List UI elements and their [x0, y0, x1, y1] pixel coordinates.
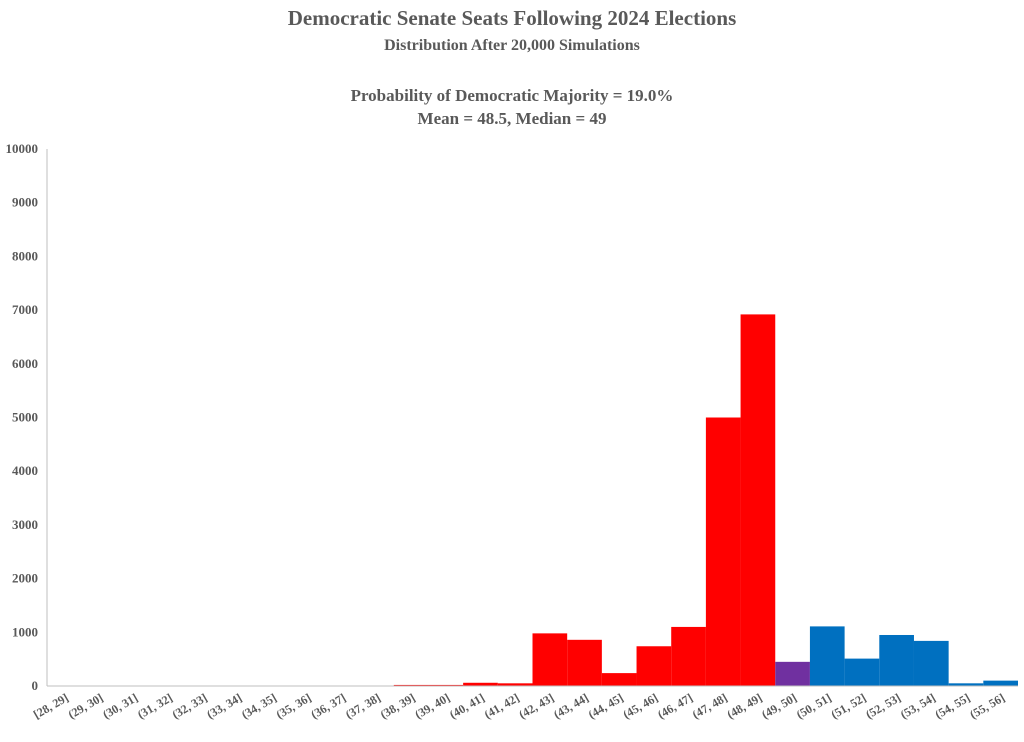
- bar: [844, 658, 880, 686]
- x-tick-label: (43, 44]: [551, 690, 591, 721]
- x-tick-label: (54, 55]: [933, 690, 973, 721]
- y-axis: 0 1000 2000 3000 4000 5000 6000 7000 8000 9000 100…: [6, 141, 39, 693]
- x-tick-label: (41, 42]: [482, 690, 522, 721]
- x-tick-label: (34, 35]: [239, 690, 279, 721]
- x-tick-label: (31, 32]: [135, 690, 175, 721]
- x-tick-label: (29, 30]: [66, 690, 106, 721]
- x-tick-label: (39, 40]: [412, 690, 452, 721]
- chart-subtitle: Distribution After 20,000 Simulations: [384, 37, 640, 54]
- bar: [705, 417, 741, 686]
- y-tick-label: 2000: [12, 571, 38, 586]
- annotation-mean-median: Mean = 48.5, Median = 49: [417, 109, 607, 128]
- x-tick-label: (42, 43]: [516, 690, 556, 721]
- bars: [393, 314, 1018, 686]
- bar: [463, 682, 498, 686]
- y-tick-label: 10000: [6, 141, 39, 156]
- x-tick-label: (40, 41]: [447, 690, 487, 721]
- bar: [428, 684, 464, 686]
- bar: [393, 684, 429, 686]
- annotation-majority-probability: Probability of Democratic Majority = 19.…: [350, 86, 674, 105]
- bar: [532, 633, 568, 686]
- bar: [671, 626, 706, 686]
- y-tick-label: 9000: [12, 195, 38, 210]
- y-tick-label: 4000: [12, 463, 38, 478]
- x-tick-label: (36, 37]: [308, 690, 348, 721]
- y-tick-label: 6000: [12, 356, 38, 371]
- x-tick-label: (52, 53]: [863, 690, 903, 721]
- x-tick-label: (33, 34]: [204, 690, 244, 721]
- x-tick-label: (47, 48]: [690, 690, 730, 721]
- x-tick-label: (55, 56]: [967, 690, 1007, 721]
- x-tick-label: (49, 50]: [759, 690, 799, 721]
- x-tick-label: (32, 33]: [170, 690, 210, 721]
- bar: [948, 683, 984, 686]
- bar: [913, 640, 949, 686]
- bar: [983, 680, 1018, 686]
- chart-title: Democratic Senate Seats Following 2024 E…: [287, 6, 737, 30]
- bar: [809, 626, 845, 686]
- bar: [775, 661, 810, 686]
- x-tick-label: (38, 39]: [378, 690, 418, 721]
- x-tick-label: (44, 45]: [586, 690, 626, 721]
- y-tick-label: 7000: [12, 302, 38, 317]
- x-tick-label: (37, 38]: [343, 690, 383, 721]
- bar: [601, 673, 637, 686]
- bar: [567, 639, 602, 686]
- x-tick-label: [28, 29]: [31, 690, 71, 721]
- bar: [879, 634, 914, 686]
- y-tick-label: 5000: [12, 410, 38, 425]
- y-tick-label: 3000: [12, 517, 38, 532]
- x-tick-label: (45, 46]: [620, 690, 660, 721]
- y-tick-label: 1000: [12, 624, 38, 639]
- bar: [636, 646, 672, 686]
- bar: [497, 683, 533, 686]
- x-axis: [28, 29](29, 30](30, 31](31, 32](32, 33]…: [31, 690, 1007, 721]
- x-tick-label: (30, 31]: [100, 690, 140, 721]
- x-tick-label: (51, 52]: [829, 690, 869, 721]
- x-tick-label: (46, 47]: [655, 690, 695, 721]
- x-tick-label: (35, 36]: [274, 690, 314, 721]
- x-tick-label: (50, 51]: [794, 690, 834, 721]
- bar: [740, 314, 776, 686]
- x-tick-label: (48, 49]: [725, 690, 765, 721]
- x-tick-label: (53, 54]: [898, 690, 938, 721]
- y-tick-label: 8000: [12, 248, 38, 263]
- y-tick-label: 0: [32, 678, 39, 693]
